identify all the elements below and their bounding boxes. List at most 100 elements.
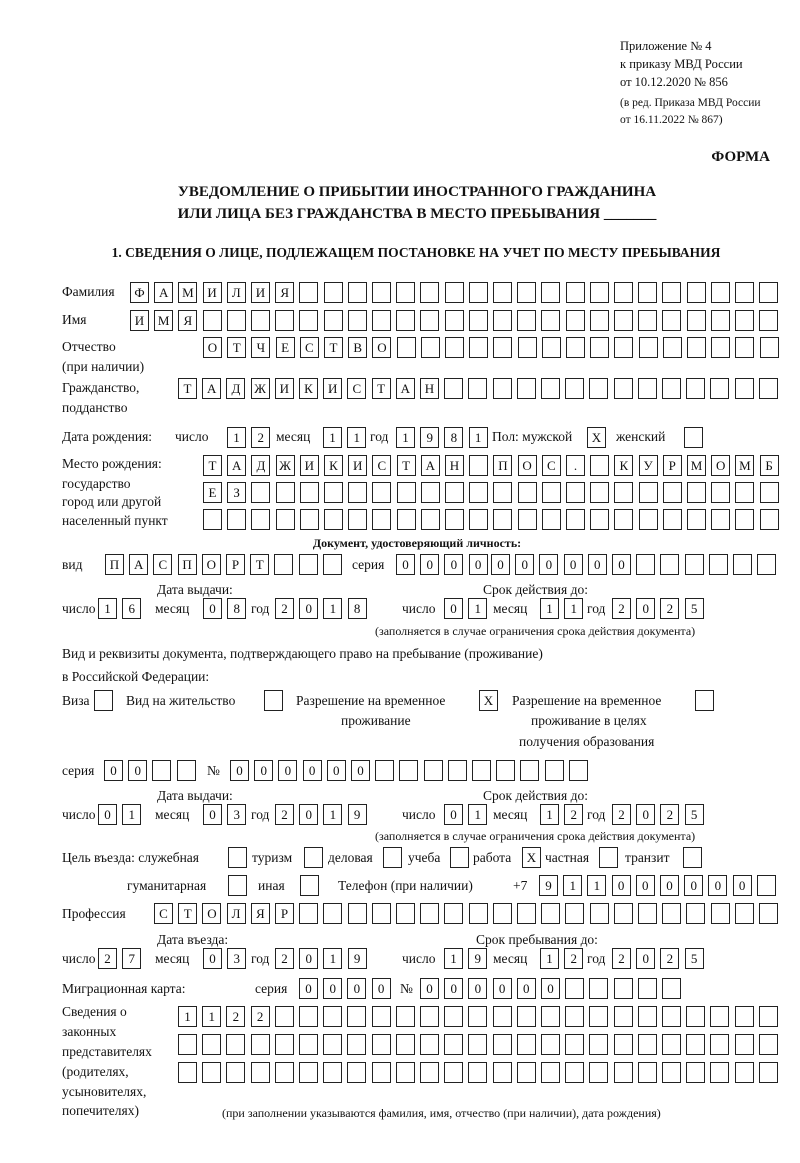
char-box[interactable]: Т: [203, 455, 222, 476]
char-box[interactable]: [517, 482, 537, 503]
char-box[interactable]: [469, 455, 489, 476]
char-box[interactable]: 1: [227, 427, 246, 448]
char-box[interactable]: [372, 509, 392, 530]
char-box[interactable]: 0: [203, 598, 222, 619]
checkbox[interactable]: X: [479, 690, 498, 711]
char-box[interactable]: [299, 903, 319, 924]
char-box[interactable]: [686, 378, 706, 399]
char-box[interactable]: [420, 310, 440, 331]
char-box[interactable]: [734, 1062, 754, 1083]
char-box[interactable]: [323, 282, 343, 303]
char-box[interactable]: 1: [323, 427, 342, 448]
char-box[interactable]: 1: [564, 598, 584, 619]
char-box[interactable]: М: [687, 455, 706, 476]
char-box[interactable]: [396, 310, 416, 331]
char-box[interactable]: 0: [98, 804, 117, 825]
char-box[interactable]: 0: [128, 760, 148, 781]
char-box[interactable]: [711, 482, 731, 503]
char-box[interactable]: М: [735, 455, 755, 476]
char-box[interactable]: [541, 1062, 560, 1083]
char-box[interactable]: Ж: [250, 378, 270, 399]
char-box[interactable]: [299, 1034, 318, 1055]
char-box[interactable]: [492, 1062, 512, 1083]
char-box[interactable]: [589, 310, 609, 331]
char-box[interactable]: Н: [445, 455, 464, 476]
char-box[interactable]: Я: [178, 310, 198, 331]
char-box[interactable]: 2: [275, 804, 294, 825]
char-box[interactable]: [299, 1062, 318, 1083]
char-box[interactable]: [468, 1006, 488, 1027]
checkbox[interactable]: [450, 847, 469, 868]
char-box[interactable]: [468, 378, 488, 399]
char-box[interactable]: 1: [468, 804, 488, 825]
char-box[interactable]: [323, 1006, 343, 1027]
char-box[interactable]: [637, 378, 657, 399]
char-box[interactable]: [662, 509, 682, 530]
char-box[interactable]: О: [372, 337, 392, 358]
char-box[interactable]: 9: [468, 948, 488, 969]
char-box[interactable]: [662, 310, 682, 331]
char-box[interactable]: [347, 1062, 367, 1083]
char-box[interactable]: [444, 1006, 464, 1027]
char-box[interactable]: Т: [178, 378, 197, 399]
char-box[interactable]: [250, 1034, 270, 1055]
char-box[interactable]: 1: [396, 427, 415, 448]
char-box[interactable]: [348, 509, 368, 530]
char-box[interactable]: И: [202, 282, 222, 303]
char-box[interactable]: [493, 310, 512, 331]
char-box[interactable]: [445, 337, 464, 358]
char-box[interactable]: 0: [371, 978, 391, 999]
checkbox[interactable]: [695, 690, 714, 711]
char-box[interactable]: [492, 1006, 512, 1027]
char-box[interactable]: [396, 509, 416, 530]
char-box[interactable]: [468, 282, 488, 303]
char-box[interactable]: [444, 1062, 464, 1083]
char-box[interactable]: [496, 760, 516, 781]
char-box[interactable]: [251, 509, 271, 530]
char-box[interactable]: О: [711, 455, 731, 476]
char-box[interactable]: [444, 1034, 464, 1055]
char-box[interactable]: [589, 1006, 609, 1027]
char-box[interactable]: [468, 310, 488, 331]
char-box[interactable]: [759, 482, 779, 503]
char-box[interactable]: [710, 903, 730, 924]
char-box[interactable]: 9: [347, 948, 367, 969]
char-box[interactable]: 1: [540, 948, 559, 969]
char-box[interactable]: С: [372, 455, 392, 476]
char-box[interactable]: [614, 282, 633, 303]
char-box[interactable]: 8: [347, 598, 367, 619]
char-box[interactable]: [565, 1062, 585, 1083]
char-box[interactable]: Б: [759, 455, 779, 476]
char-box[interactable]: [541, 310, 561, 331]
char-box[interactable]: 0: [104, 760, 123, 781]
char-box[interactable]: [589, 1034, 609, 1055]
char-box[interactable]: [469, 509, 489, 530]
char-box[interactable]: 1: [347, 427, 367, 448]
char-box[interactable]: [565, 310, 585, 331]
char-box[interactable]: [516, 1034, 536, 1055]
char-box[interactable]: [251, 482, 271, 503]
char-box[interactable]: [202, 1062, 222, 1083]
char-box[interactable]: 0: [444, 804, 463, 825]
char-box[interactable]: [396, 482, 416, 503]
char-box[interactable]: 1: [444, 948, 463, 969]
char-box[interactable]: [541, 378, 560, 399]
char-box[interactable]: 9: [420, 427, 440, 448]
char-box[interactable]: Ф: [130, 282, 149, 303]
char-box[interactable]: 2: [275, 598, 294, 619]
char-box[interactable]: Е: [203, 482, 222, 503]
char-box[interactable]: 0: [636, 598, 656, 619]
char-box[interactable]: [735, 310, 754, 331]
char-box[interactable]: [492, 903, 512, 924]
char-box[interactable]: [662, 903, 682, 924]
char-box[interactable]: 5: [684, 804, 704, 825]
char-box[interactable]: [371, 1006, 391, 1027]
char-box[interactable]: 0: [468, 978, 488, 999]
char-box[interactable]: 1: [540, 804, 559, 825]
char-box[interactable]: [251, 310, 270, 331]
char-box[interactable]: [759, 509, 779, 530]
char-box[interactable]: 1: [468, 598, 488, 619]
char-box[interactable]: 0: [302, 760, 322, 781]
char-box[interactable]: [734, 378, 754, 399]
char-box[interactable]: [176, 760, 196, 781]
